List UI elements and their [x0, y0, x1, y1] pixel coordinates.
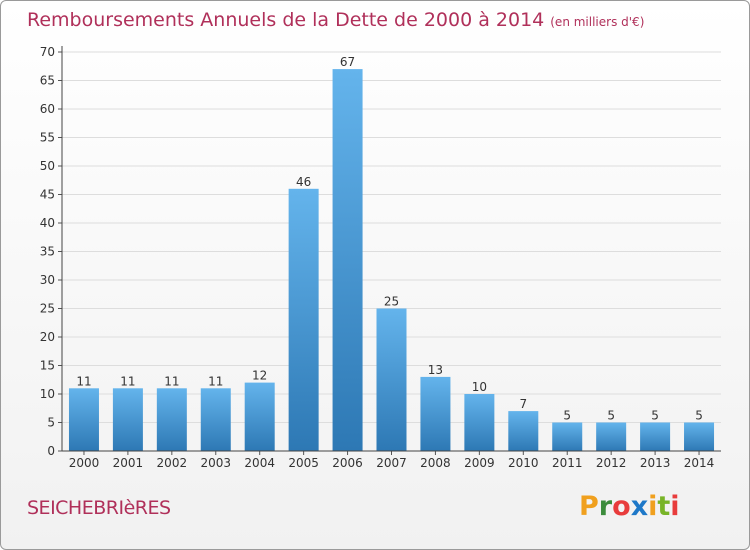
bar — [200, 388, 231, 451]
x-tick-label: 2012 — [596, 456, 627, 470]
y-tick-label: 10 — [40, 387, 55, 401]
y-axis-ticks: 0 5 10 15 20 25 30 35 40 45 50 55 60 65 70 — [40, 45, 62, 458]
bar-value-label: 5 — [651, 409, 659, 423]
logo-letter: t — [657, 491, 671, 522]
y-tick-label: 5 — [47, 416, 55, 430]
bar-value-label: 5 — [607, 409, 615, 423]
y-tick-label: 15 — [40, 359, 55, 373]
x-tick-label: 2011 — [552, 456, 583, 470]
bar — [464, 394, 495, 451]
bar-value-label: 11 — [76, 374, 91, 388]
bar-value-label: 13 — [428, 363, 443, 377]
bar — [684, 422, 715, 451]
bar-value-label: 5 — [695, 409, 703, 423]
y-tick-label: 65 — [40, 74, 55, 88]
logo-letter: x — [630, 491, 649, 522]
y-tick-label: 25 — [40, 302, 55, 316]
value-labels: 11 11 11 11 12 46 67 25 13 10 7 5 5 5 5 — [76, 55, 703, 422]
x-tick-label: 2010 — [508, 456, 539, 470]
x-tick-label: 2014 — [684, 456, 715, 470]
bar-value-label: 25 — [384, 295, 399, 309]
bar-value-label: 46 — [296, 175, 311, 189]
proxiti-logo: Proxiti — [579, 491, 680, 522]
x-tick-label: 2007 — [376, 456, 407, 470]
logo-letter: o — [612, 491, 631, 522]
bars — [68, 69, 715, 452]
x-tick-label: 2002 — [157, 456, 188, 470]
bar — [288, 188, 319, 452]
x-tick-label: 2001 — [113, 456, 144, 470]
bar-value-label: 12 — [252, 369, 267, 383]
bar-value-label: 5 — [563, 409, 571, 423]
y-tick-label: 0 — [47, 444, 55, 458]
y-tick-label: 70 — [40, 45, 55, 59]
x-tick-label: 2013 — [640, 456, 671, 470]
x-tick-label: 2004 — [244, 456, 275, 470]
y-tick-label: 45 — [40, 188, 55, 202]
bar-value-label: 10 — [472, 380, 487, 394]
y-tick-label: 55 — [40, 131, 55, 145]
logo-letter: P — [579, 491, 599, 522]
chart-title: Remboursements Annuels de la Dette de 20… — [27, 9, 644, 31]
bar-value-label: 11 — [164, 374, 179, 388]
chart-title-text: Remboursements Annuels de la Dette de 20… — [27, 9, 545, 31]
bar-value-label: 67 — [340, 55, 355, 69]
x-axis-ticks: 2000 2001 2002 2003 2004 2005 2006 2007 2008 2009… — [69, 451, 715, 470]
bar — [420, 376, 451, 451]
bar — [244, 382, 275, 451]
y-tick-label: 40 — [40, 216, 55, 230]
x-tick-label: 2006 — [332, 456, 363, 470]
bar — [508, 411, 539, 451]
logo-letter: r — [598, 491, 613, 522]
logo-letter: i — [670, 491, 680, 522]
bar — [332, 69, 363, 451]
x-tick-label: 2003 — [200, 456, 231, 470]
bar — [376, 308, 407, 451]
logo-letter: i — [648, 491, 658, 522]
x-tick-label: 2000 — [69, 456, 100, 470]
bar — [112, 388, 143, 451]
x-tick-label: 2008 — [420, 456, 451, 470]
bar-value-label: 7 — [519, 397, 527, 411]
bar — [552, 422, 583, 451]
bar-value-label: 11 — [120, 374, 135, 388]
x-tick-label: 2009 — [464, 456, 495, 470]
y-tick-label: 50 — [40, 159, 55, 173]
axes — [61, 46, 721, 452]
bar — [156, 388, 187, 451]
town-name: SEICHEBRIèRES — [27, 497, 171, 519]
bar-value-label: 11 — [208, 374, 223, 388]
y-tick-label: 60 — [40, 102, 55, 116]
y-tick-label: 35 — [40, 245, 55, 259]
bar — [68, 388, 99, 451]
bar — [596, 422, 627, 451]
y-tick-label: 30 — [40, 273, 55, 287]
chart-unit: (en milliers d'€) — [550, 15, 645, 29]
x-tick-label: 2005 — [288, 456, 319, 470]
y-tick-label: 20 — [40, 330, 55, 344]
bar — [640, 422, 671, 451]
